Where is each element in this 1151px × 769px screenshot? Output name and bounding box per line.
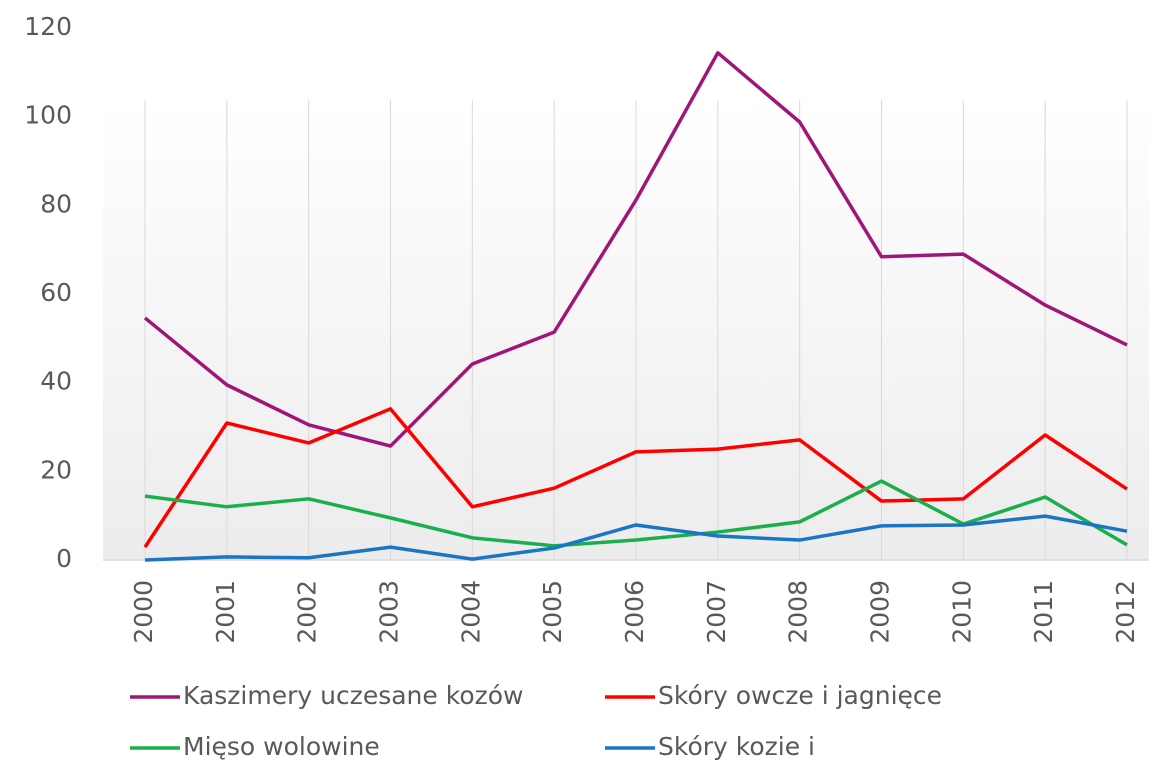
y-tick-label: 100 <box>24 101 72 130</box>
legend-label: Skóry kozie i <box>658 732 815 761</box>
x-tick-label: 2011 <box>1029 580 1058 644</box>
y-tick-label: 80 <box>40 189 72 218</box>
x-tick-label: 2012 <box>1111 580 1140 644</box>
series-line <box>143 407 1128 549</box>
x-tick-label: 2007 <box>702 580 731 644</box>
plot-background <box>103 100 1149 560</box>
x-tick-label: 2001 <box>211 580 240 644</box>
x-tick-label: 2010 <box>947 580 976 644</box>
legend-label: Mięso wolowine <box>183 732 380 761</box>
x-tick-label: 2006 <box>620 580 649 644</box>
y-tick-label: 0 <box>56 544 72 573</box>
x-tick-label: 2003 <box>375 580 404 644</box>
x-tick-label: 2000 <box>129 580 158 644</box>
x-tick-label: 2008 <box>784 580 813 644</box>
series-line <box>144 514 1128 562</box>
y-tick-label: 120 <box>24 12 72 41</box>
y-tick-label: 60 <box>40 278 72 307</box>
x-tick-label: 2004 <box>456 580 485 644</box>
x-tick-label: 2009 <box>866 580 895 644</box>
legend-label: Kaszimery uczesane kozów <box>183 681 523 710</box>
y-tick-label: 40 <box>40 367 72 396</box>
y-tick-label: 20 <box>40 455 72 484</box>
x-tick-label: 2002 <box>293 580 322 644</box>
legend-label: Skóry owcze i jagnięce <box>658 681 942 710</box>
series-line <box>143 51 1128 448</box>
x-tick-label: 2005 <box>538 580 567 644</box>
